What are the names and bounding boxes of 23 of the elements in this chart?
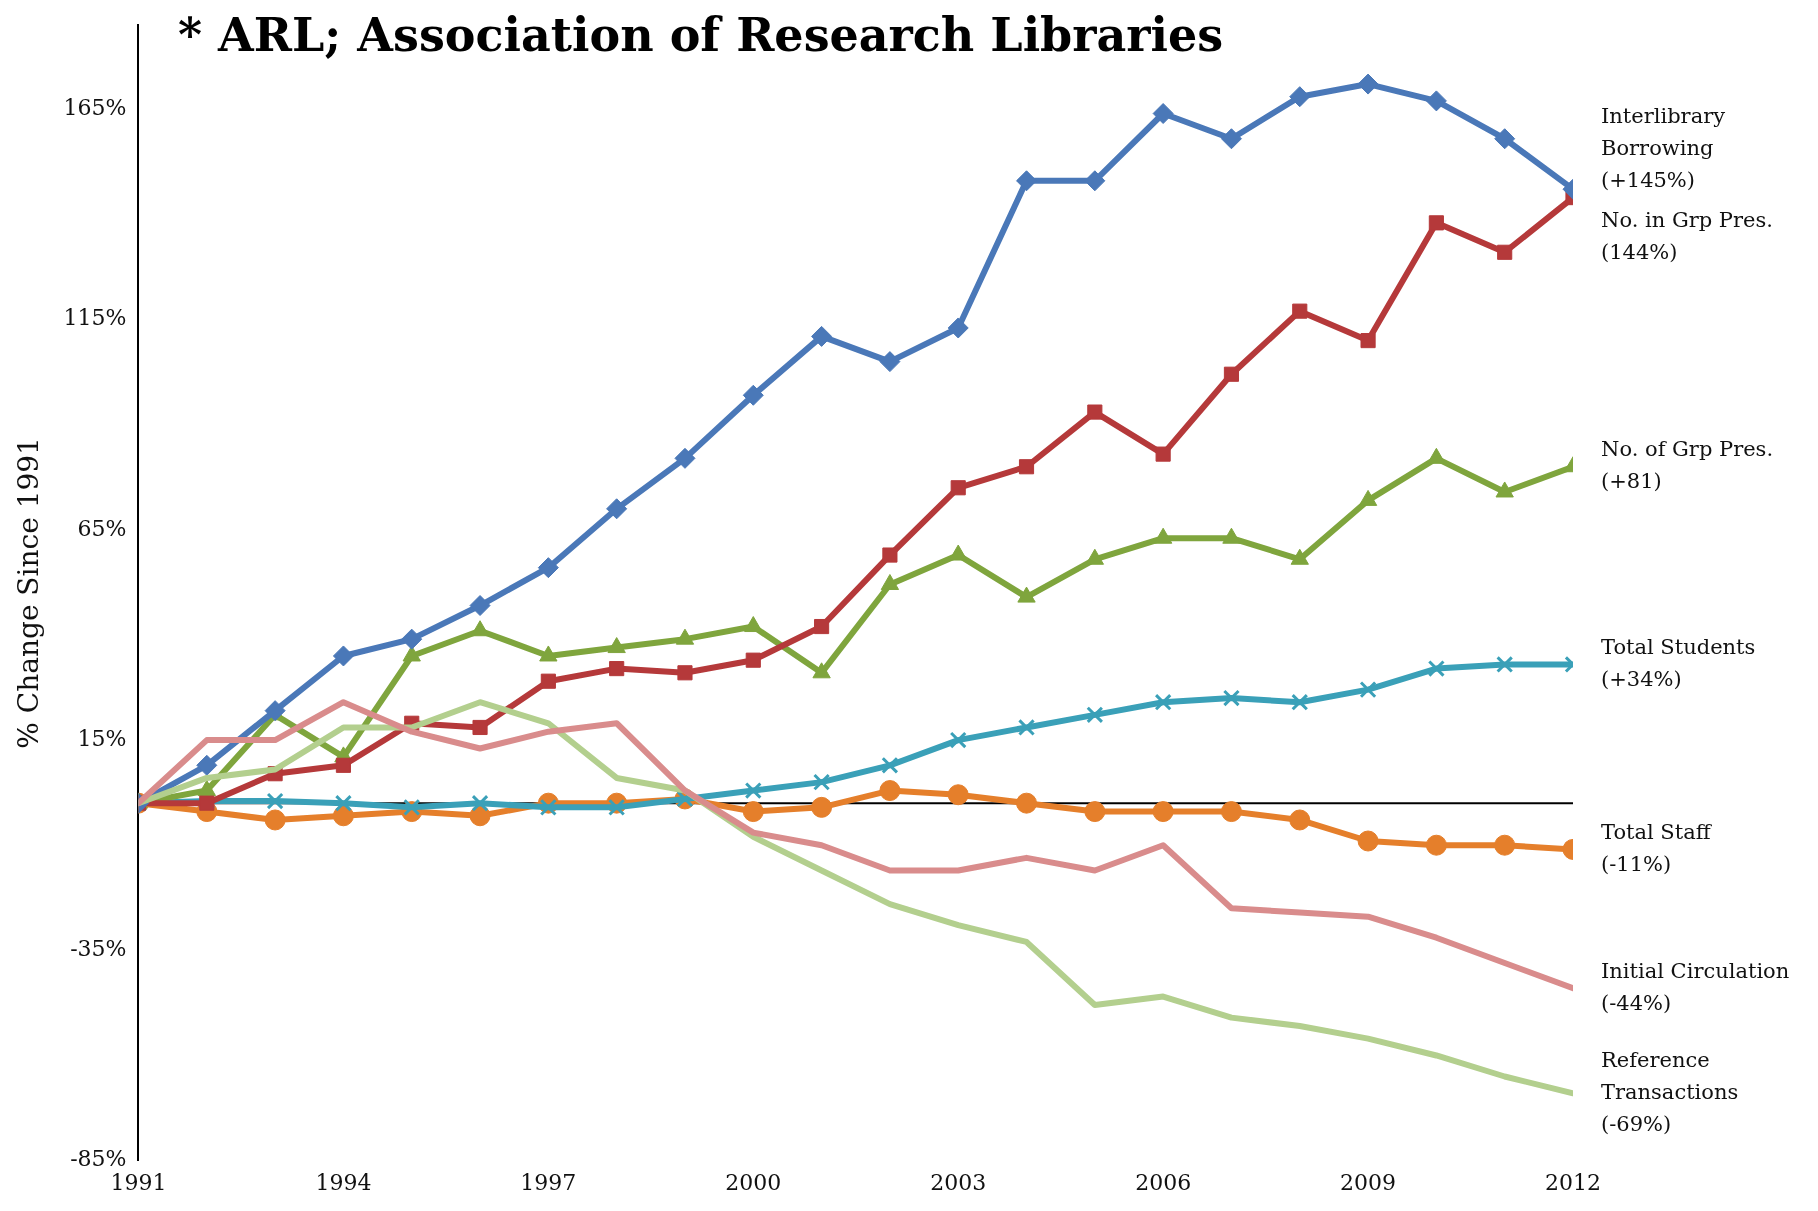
y-tick-label: -35% [70, 936, 127, 962]
y-tick-label: 165% [63, 95, 127, 121]
series-label: Total Students (+34%) [1601, 634, 1756, 691]
x-tick-label: 2000 [725, 1169, 782, 1195]
series-label: No. of Grp Pres. (+81) [1601, 437, 1774, 494]
y-tick-label: 115% [63, 305, 127, 331]
series-label: Reference Transactions (-69%) [1601, 1047, 1739, 1136]
x-tick-label: 2012 [1545, 1169, 1601, 1195]
series-label: Initial Circulation (-44%) [1601, 958, 1790, 1015]
x-tick-label: 2009 [1340, 1169, 1397, 1195]
y-tick-label: 65% [77, 515, 127, 541]
series-label: No. in Grp Pres. (144%) [1601, 207, 1773, 264]
series-label: Interlibrary Borrowing (+145%) [1601, 103, 1726, 192]
series-label: Total Staff (-11%) [1601, 819, 1713, 876]
x-tick-label: 2003 [930, 1169, 987, 1195]
y-tick-label: 15% [77, 725, 127, 751]
x-tick-label: 1994 [315, 1169, 372, 1195]
x-tick-label: 1991 [110, 1169, 167, 1195]
chart-title: * ARL; Association of Research Libraries [178, 8, 1224, 62]
y-axis-title: % Change Since 1991 [12, 437, 46, 749]
x-tick-label: 2006 [1135, 1169, 1192, 1195]
x-tick-label: 1997 [520, 1169, 577, 1195]
y-tick-label: -85% [70, 1146, 127, 1172]
